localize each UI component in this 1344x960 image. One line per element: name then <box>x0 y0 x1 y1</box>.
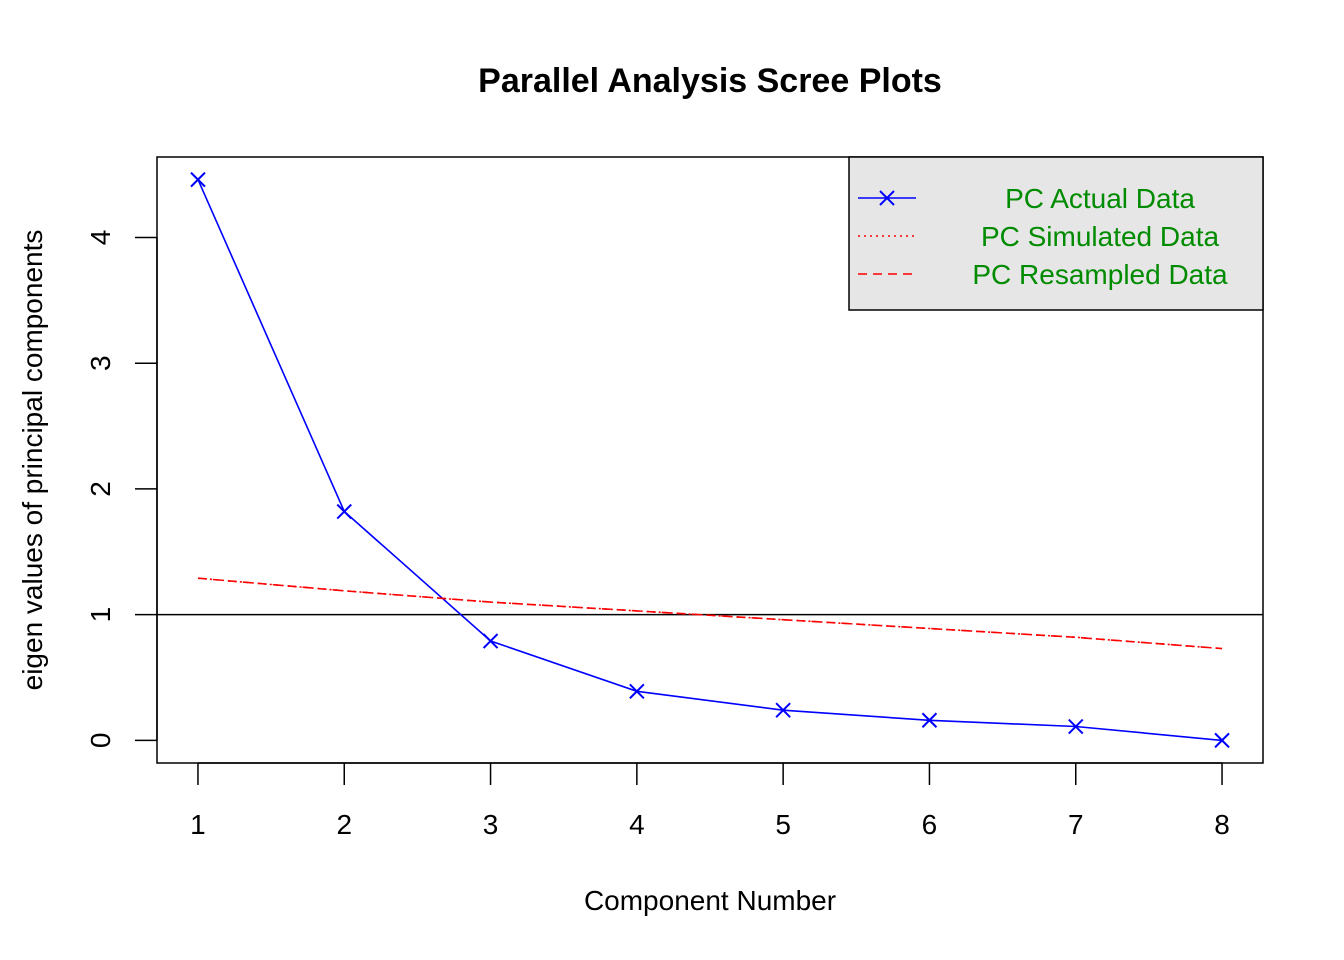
x-tick-label: 6 <box>922 809 938 840</box>
y-tick-label: 3 <box>85 355 116 371</box>
legend-entry-label: PC Simulated Data <box>981 221 1220 252</box>
series-line-1 <box>197 179 1223 742</box>
chart-title: Parallel Analysis Scree Plots <box>478 62 942 100</box>
series-point-marker <box>482 633 499 649</box>
y-tick-label: 0 <box>85 733 116 749</box>
x-tick-label: 7 <box>1068 809 1084 840</box>
x-tick-label: 2 <box>336 809 352 840</box>
series-point-marker <box>629 683 645 700</box>
plot-marks: 1 2 3 4 5 6 7 8 0 1 2 3 4 PC Actual Data PC Simulated … <box>85 156 1264 840</box>
series-point-marker <box>775 702 791 718</box>
legend-swatch-marker <box>879 190 895 206</box>
y-tick-label: 2 <box>85 481 116 497</box>
series-line-2 <box>197 577 1223 650</box>
x-axis-label: Component Number <box>584 885 836 916</box>
legend-entry-label: PC Resampled Data <box>972 259 1228 290</box>
y-axis-label: eigen values of principal components <box>17 230 48 691</box>
y-tick-label: 1 <box>85 607 116 623</box>
series-point-marker <box>336 503 352 520</box>
legend-entry-label: PC Actual Data <box>1005 183 1195 214</box>
series-point-marker <box>1068 718 1084 735</box>
series-point-marker <box>921 712 938 728</box>
legend-box <box>848 156 1264 311</box>
x-tick-label: 3 <box>483 809 499 840</box>
series-point-marker <box>1214 732 1230 749</box>
series-line-3 <box>197 577 1223 650</box>
x-tick-label: 8 <box>1214 809 1230 840</box>
series-point-marker <box>190 171 206 188</box>
x-tick-label: 4 <box>629 809 645 840</box>
x-tick-label: 1 <box>190 809 206 840</box>
y-tick-label: 4 <box>85 230 116 246</box>
x-tick-label: 5 <box>775 809 791 840</box>
